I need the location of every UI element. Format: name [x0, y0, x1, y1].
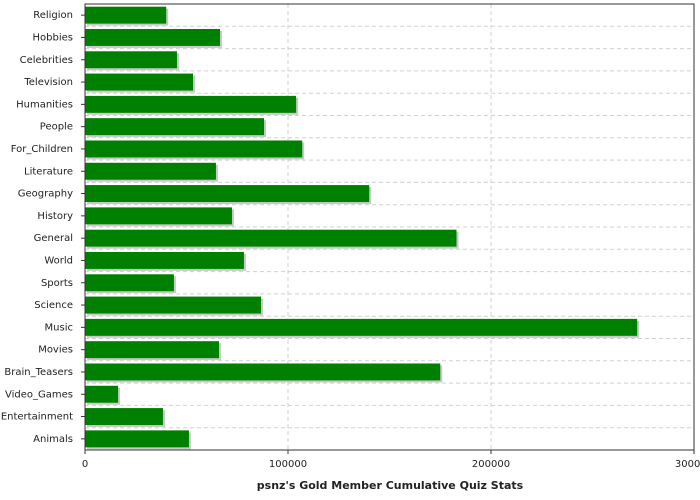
y-tick-label: Religion: [33, 10, 73, 21]
y-tick-label: Humanities: [16, 99, 73, 110]
x-axis-title: psnz's Gold Member Cumulative Quiz Stats: [257, 479, 524, 492]
y-tick-label: World: [44, 255, 73, 266]
bar: [85, 363, 441, 381]
bar: [85, 385, 119, 403]
y-tick-label: For_Children: [11, 144, 73, 155]
x-tick-label: 0: [82, 459, 88, 470]
y-tick-label: Brain_Teasers: [4, 367, 73, 378]
bar: [85, 408, 163, 426]
y-tick-label: Sports: [41, 278, 73, 289]
bar: [85, 430, 189, 448]
y-tick-label: Entertainment: [1, 412, 73, 423]
bar: [85, 51, 177, 69]
y-tick-label: Video_Games: [5, 389, 73, 400]
bar: [85, 274, 174, 292]
bar: [85, 95, 297, 113]
bar: [85, 318, 638, 336]
bar: [85, 28, 220, 46]
bar: [85, 341, 219, 359]
bar: [85, 6, 167, 24]
y-tick-label: People: [40, 122, 73, 133]
bar: [85, 162, 216, 180]
bar: [85, 118, 265, 136]
bar: [85, 229, 457, 247]
y-tick-label: Hobbies: [33, 32, 73, 43]
y-tick-label: Television: [23, 77, 73, 88]
bar: [85, 73, 193, 91]
y-tick-label: Geography: [18, 189, 73, 200]
bar: [85, 251, 244, 269]
bar: [85, 140, 303, 158]
x-tick-label: 200000: [472, 459, 510, 470]
y-tick-label: Music: [45, 322, 73, 333]
y-tick-label: General: [34, 233, 73, 244]
x-tick-label: 100000: [269, 459, 307, 470]
y-tick-label: Literature: [24, 166, 73, 177]
plot-frame: [84, 3, 695, 451]
bar: [85, 185, 370, 203]
y-tick-label: Animals: [33, 434, 73, 445]
bar: [85, 207, 232, 225]
bar: [85, 296, 262, 314]
y-tick-label: Science: [34, 300, 73, 311]
y-tick-label: Celebrities: [20, 55, 73, 66]
y-tick-label: Movies: [38, 345, 73, 356]
x-tick-label: 300000: [675, 459, 700, 470]
y-tick-label: History: [37, 211, 73, 222]
